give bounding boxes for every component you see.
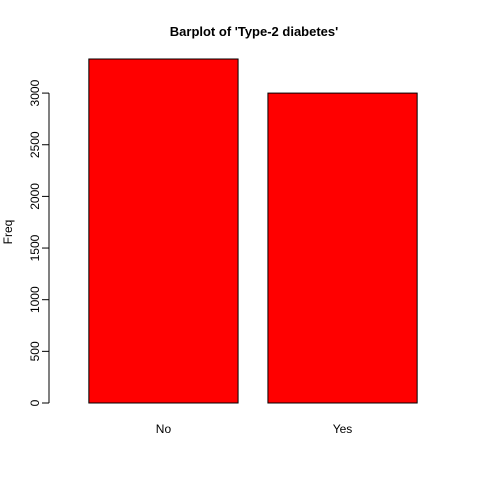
y-axis: 0 500 1000 1500 2000 2500 3000 bbox=[28, 79, 50, 406]
bars-group bbox=[88, 58, 418, 404]
bar-yes bbox=[267, 92, 418, 404]
y-axis-label: Freq bbox=[1, 220, 15, 245]
y-tick-label: 1500 bbox=[28, 234, 42, 261]
x-tick-label: No bbox=[156, 422, 172, 436]
bar-no bbox=[88, 58, 239, 404]
chart-title: Barplot of 'Type-2 diabetes' bbox=[170, 24, 338, 39]
y-tick-label: 2000 bbox=[28, 183, 42, 210]
x-tick-label: Yes bbox=[333, 422, 353, 436]
y-tick-label: 500 bbox=[28, 341, 42, 361]
x-axis-labels: No Yes bbox=[156, 422, 353, 436]
y-tick-label: 2500 bbox=[28, 131, 42, 158]
y-tick-label: 3000 bbox=[28, 79, 42, 106]
y-tick-label: 1000 bbox=[28, 286, 42, 313]
y-tick-label: 0 bbox=[28, 399, 42, 406]
